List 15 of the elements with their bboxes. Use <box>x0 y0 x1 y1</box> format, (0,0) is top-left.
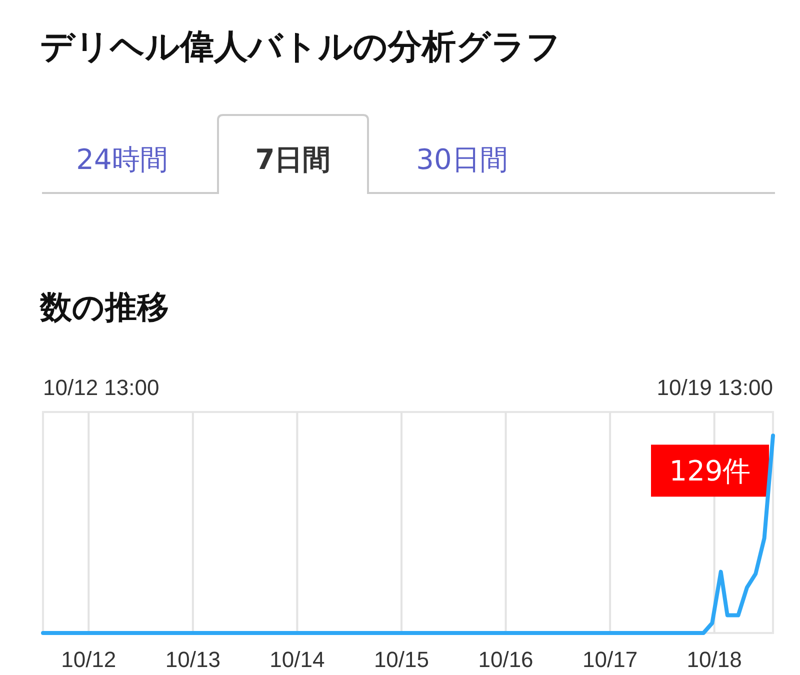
x-tick-label: 10/13 <box>165 647 220 672</box>
text: 10/12 13:00 <box>43 375 160 400</box>
chart-title: デリヘル偉人バトルの分析グラフ <box>40 27 561 67</box>
x-tick-label: 10/16 <box>478 647 534 672</box>
annotation: 129件 <box>669 454 751 488</box>
x-tick-label: 10/12 <box>61 647 116 672</box>
text: 24時間 <box>76 143 168 176</box>
x-tick-label: 10/17 <box>582 647 638 672</box>
x-tick-label: 10/18 <box>686 647 742 672</box>
text: 10/19 13:00 <box>656 375 773 400</box>
text: 30日間 <box>416 143 508 176</box>
text: 7日間 <box>255 143 331 176</box>
x-tick-label: 10/14 <box>270 647 325 672</box>
chart-subtitle: 数の推移 <box>39 288 169 326</box>
x-tick-label: 10/15 <box>374 647 430 672</box>
